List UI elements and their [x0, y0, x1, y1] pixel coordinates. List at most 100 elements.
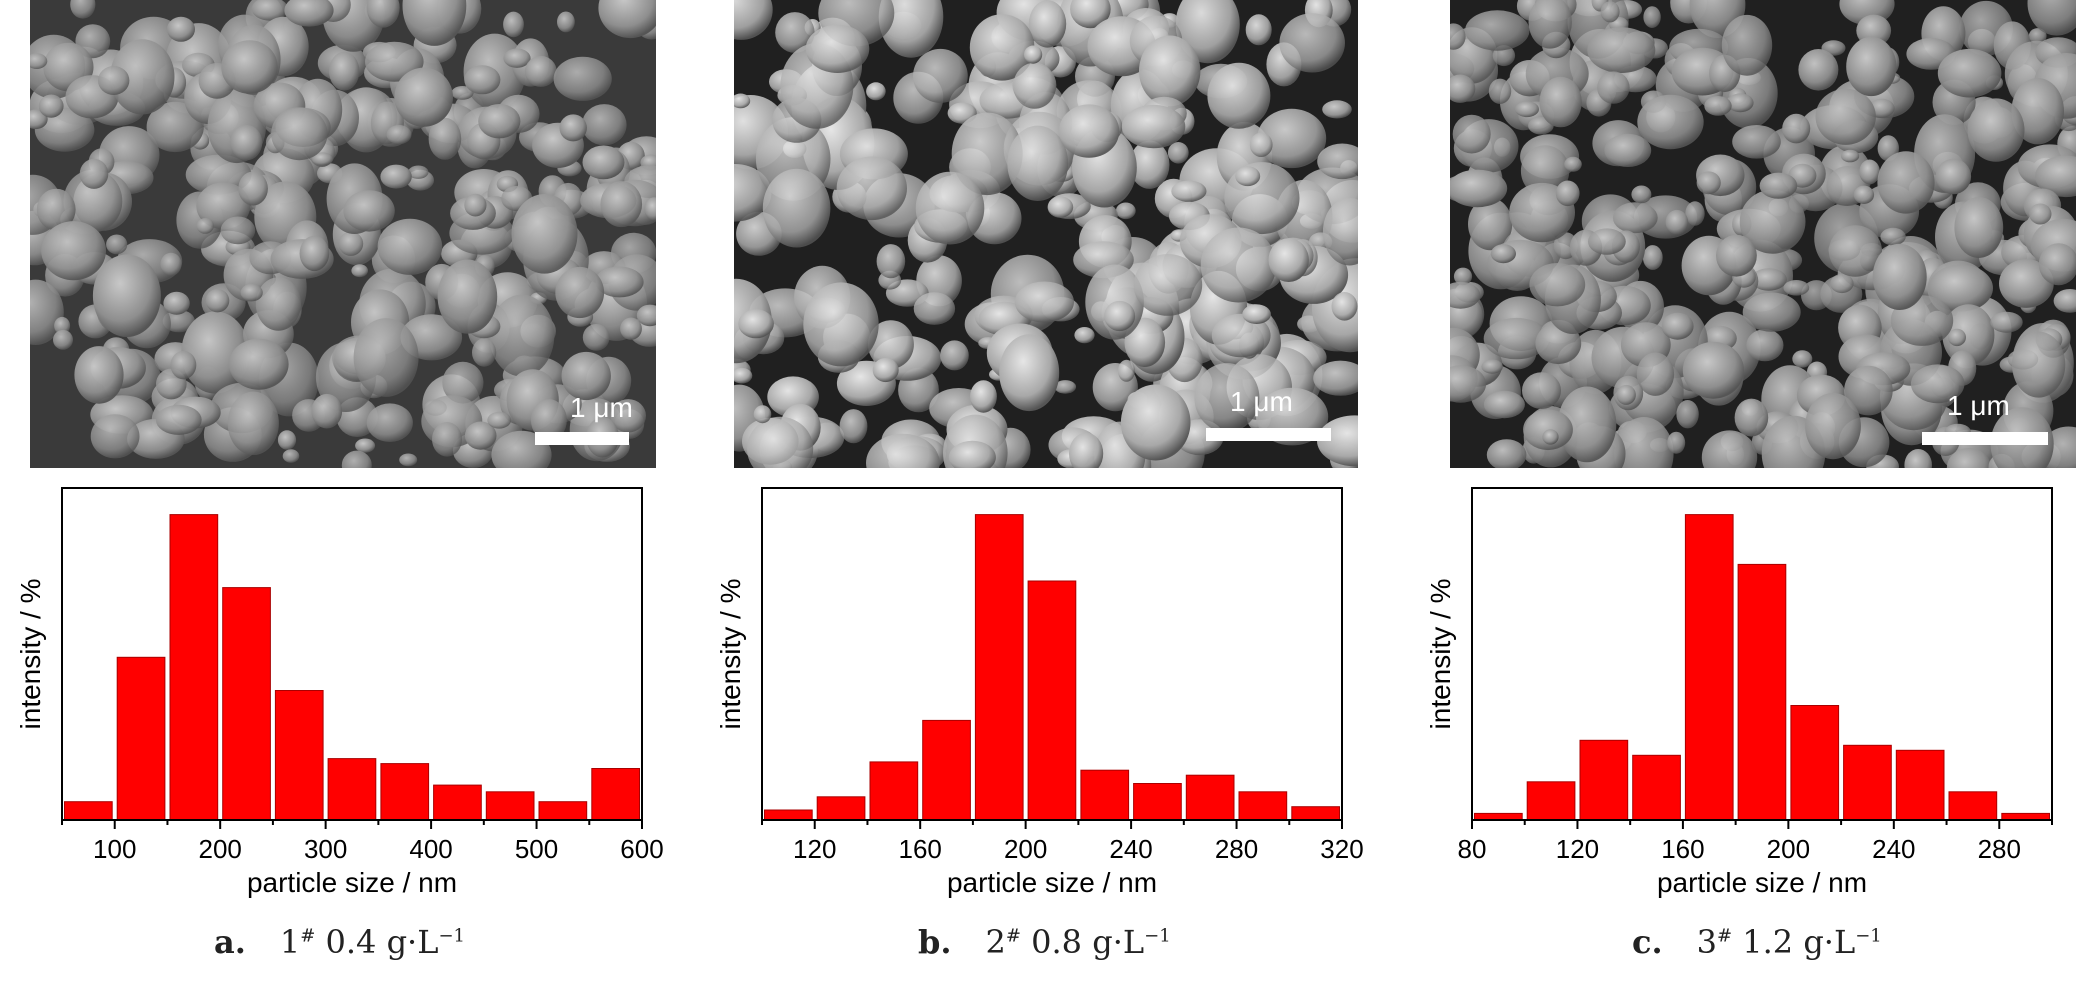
sample-mark: # — [1005, 925, 1021, 947]
sem-grain — [915, 171, 985, 245]
caption-letter: c. — [1632, 923, 1663, 961]
histogram-bar — [1632, 754, 1681, 821]
histogram-a: 100 200 300 400 500 600 particle size / nm inte… — [15, 487, 664, 898]
sem-grain — [366, 0, 400, 28]
sem-grain — [1058, 104, 1120, 158]
scale-bar — [1206, 428, 1331, 441]
sem-grain — [734, 367, 753, 384]
sem-grain — [351, 264, 369, 278]
sem-grain — [205, 289, 230, 313]
sem-grain — [1734, 398, 1769, 437]
plot-frame — [761, 487, 1343, 821]
sem-grain — [170, 350, 197, 380]
x-tick-label: 240 — [1872, 834, 1915, 864]
sem-grain — [805, 24, 870, 73]
sem-grain — [1954, 197, 2004, 258]
sem-grain — [1853, 185, 1875, 204]
x-axis-label: particle size / nm — [1657, 867, 1867, 898]
unit: g·L — [1803, 923, 1856, 961]
sem-grain — [582, 145, 625, 180]
sem-texture-b — [734, 0, 1358, 468]
sem-grain — [1486, 439, 1527, 468]
scale-bar — [1922, 432, 2048, 445]
sem-grain — [951, 112, 1023, 196]
sem-grain — [1612, 202, 1658, 234]
sem-grain — [2028, 28, 2047, 44]
sem-grain — [1257, 108, 1327, 169]
sem-grain — [355, 438, 376, 453]
sem-grain — [913, 292, 956, 325]
sem-grain — [34, 107, 95, 152]
sem-grain — [90, 414, 140, 459]
sem-grain — [70, 0, 96, 19]
histogram-bar — [222, 587, 271, 821]
histogram-bar — [1579, 739, 1629, 821]
sem-grain — [1604, 133, 1652, 167]
sem-grain — [620, 317, 642, 340]
histogram-bar — [1737, 563, 1787, 821]
sem-grain — [753, 405, 772, 424]
histogram-bar — [816, 796, 866, 821]
sem-grain — [196, 218, 214, 234]
sem-grain — [1557, 386, 1617, 463]
x-tick-label: 200 — [1004, 834, 1047, 864]
sem-grain — [1667, 431, 1686, 454]
sem-grain — [1631, 185, 1652, 204]
sem-grain — [747, 416, 814, 468]
x-tick-label: 100 — [93, 834, 136, 864]
sem-grain — [876, 244, 906, 279]
sem-grain — [1643, 6, 1661, 28]
histogram-b: 120 160 200 240 280 320 particle size / nm inte… — [715, 487, 1364, 898]
x-axis-label: particle size / nm — [247, 867, 457, 898]
sem-grain — [240, 283, 263, 302]
sem-grain — [503, 11, 524, 38]
plot-frame — [61, 487, 643, 821]
sem-grain — [734, 93, 751, 109]
sem-grain — [1069, 432, 1104, 468]
sem-grain — [341, 450, 372, 468]
sem-grain — [1279, 13, 1345, 73]
sem-grain — [940, 340, 969, 371]
sem-grain — [1331, 292, 1358, 321]
sem-grain — [1322, 197, 1358, 266]
histogram-bar — [1843, 744, 1892, 821]
sem-grain — [1013, 62, 1057, 109]
sem-grain — [251, 0, 288, 21]
histogram-c: 80 120 160 200 240 280 particle size / nm inten… — [1425, 487, 2053, 898]
sem-grain — [343, 190, 395, 232]
sem-grain — [338, 231, 364, 256]
sem-grain — [1782, 113, 1811, 144]
sem-grain — [524, 55, 557, 87]
x-tick-label: 240 — [1109, 834, 1152, 864]
sem-grain — [41, 221, 106, 281]
sem-grain — [284, 0, 334, 27]
sem-grain — [98, 66, 130, 95]
sem-grain — [53, 329, 73, 350]
sem-grain — [1450, 74, 1476, 103]
sem-grain — [464, 193, 487, 217]
sem-grain — [1120, 384, 1191, 461]
histogram-bar — [1291, 806, 1340, 821]
sem-grain — [79, 158, 109, 189]
sem-grain — [229, 338, 289, 390]
sem-grain — [1481, 359, 1503, 374]
sem-grain — [394, 67, 454, 127]
sem-grain — [2027, 0, 2076, 36]
sem-grain — [489, 294, 555, 377]
sem-grain — [1542, 429, 1559, 445]
sem-grain — [561, 351, 611, 401]
sem-grain — [1872, 243, 1927, 310]
sem-grain — [1528, 0, 1572, 49]
sem-grain — [738, 309, 774, 339]
sem-grain — [271, 107, 328, 161]
sem-grain — [399, 453, 418, 467]
sem-grain — [1194, 363, 1260, 433]
sem-grain — [220, 216, 256, 245]
sem-grain — [1636, 352, 1675, 396]
sem-grain — [1792, 350, 1813, 368]
sem-grain — [948, 440, 996, 468]
sem-grain — [1727, 93, 1754, 113]
sem-grain — [1846, 36, 1897, 97]
x-tick-label: 160 — [898, 834, 941, 864]
sem-grain — [1928, 264, 1993, 312]
